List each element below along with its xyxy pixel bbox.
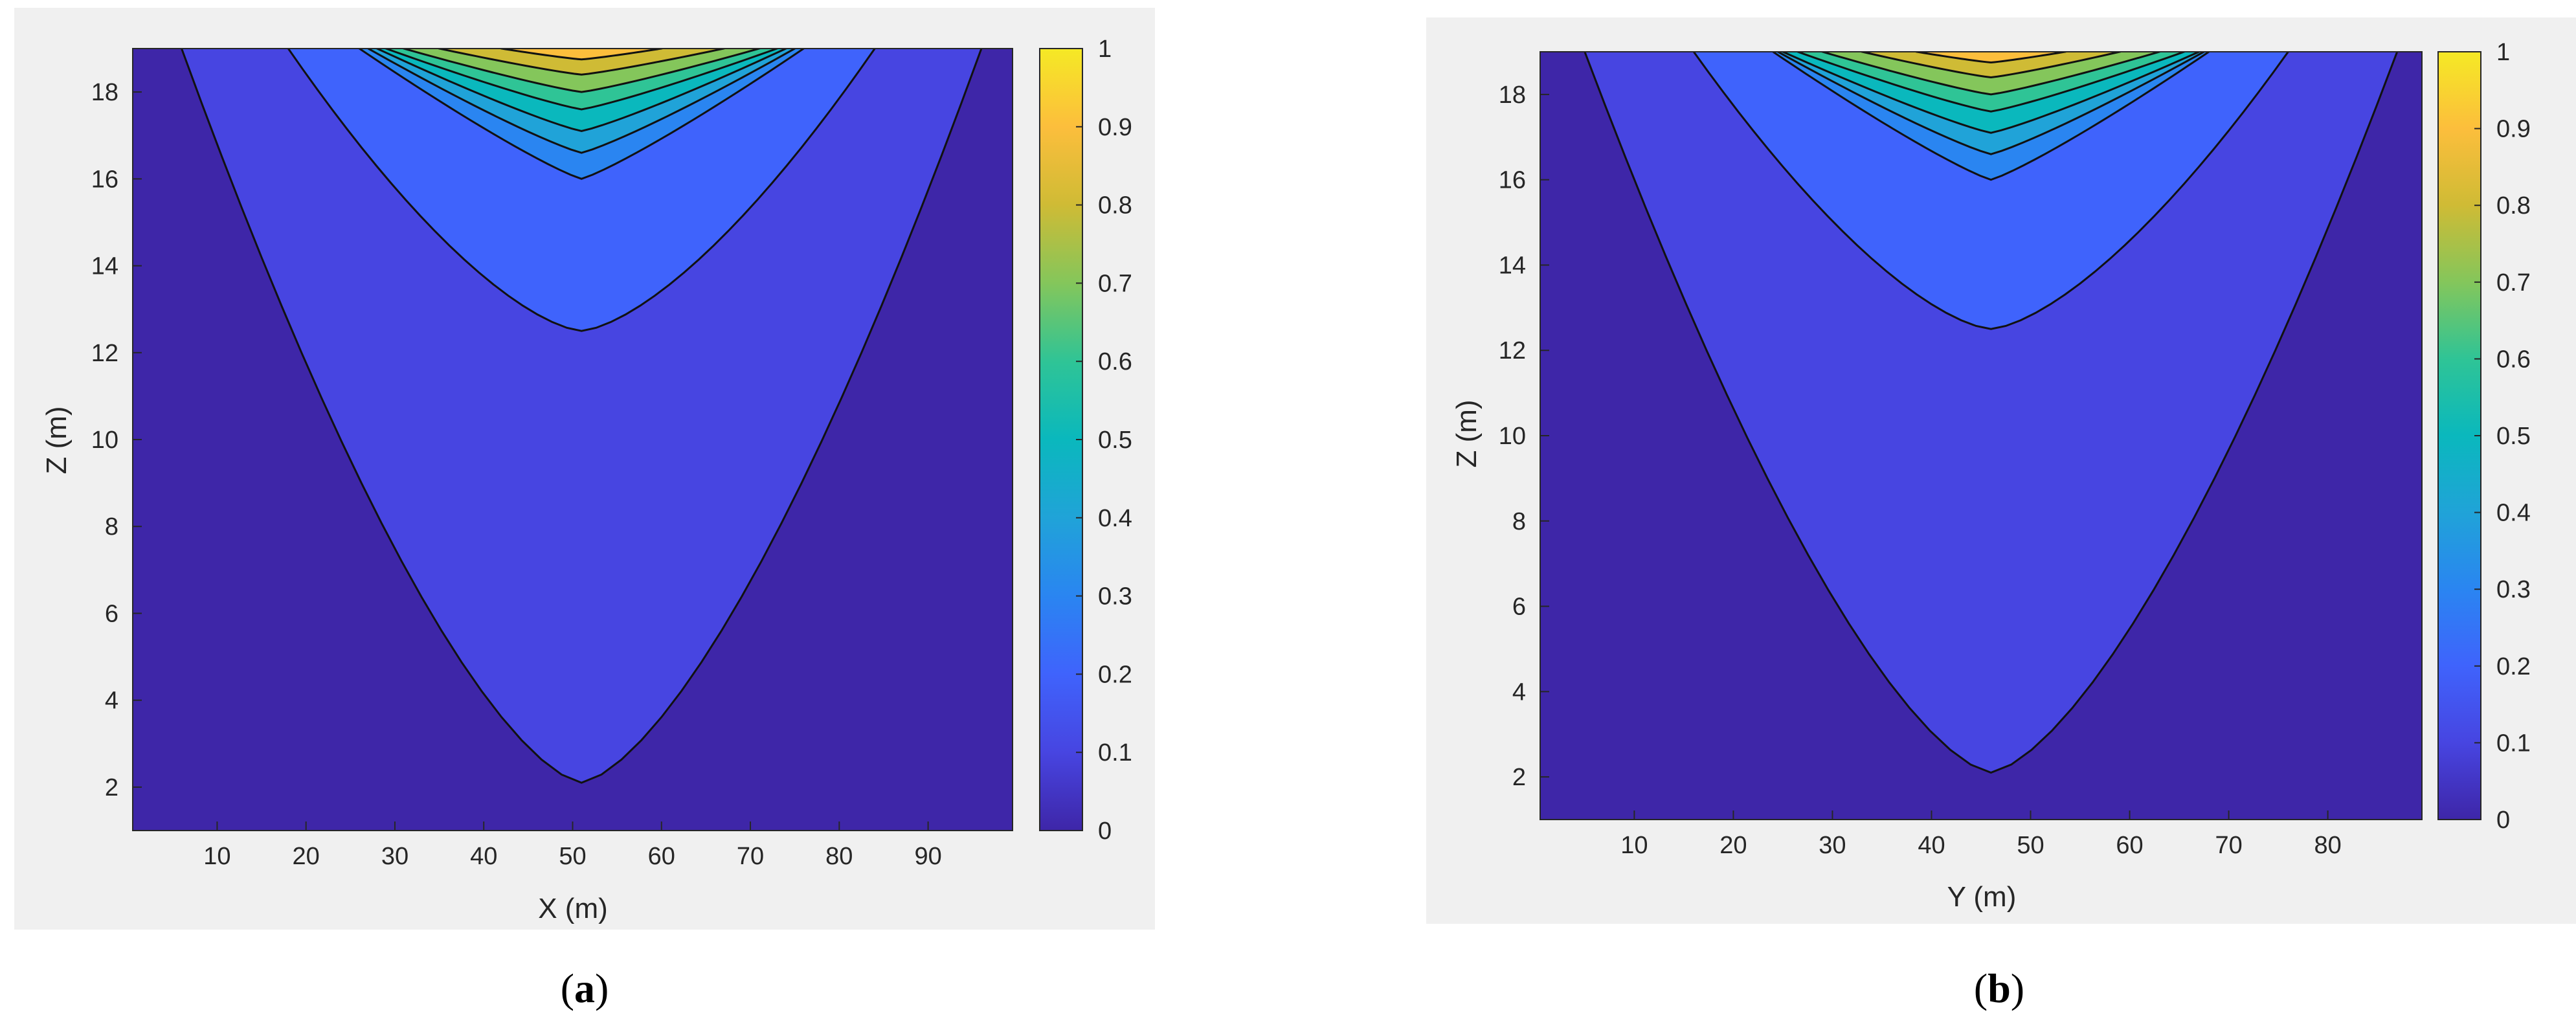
y-tick-label: 4 — [1512, 678, 1526, 706]
panel-b-y-axis-label: Z (m) — [1451, 399, 1483, 467]
y-tick-label: 8 — [105, 513, 118, 541]
x-tick-label: 20 — [293, 843, 320, 870]
y-tick-label: 12 — [91, 340, 118, 367]
x-tick-label: 60 — [2116, 832, 2143, 859]
y-tick-label: 14 — [91, 253, 118, 280]
x-tick-label: 80 — [2314, 832, 2341, 859]
y-tick-label: 2 — [105, 774, 118, 801]
colorbar-tick-label: 0.4 — [2496, 500, 2531, 527]
contour-line-0.9 — [500, 49, 663, 61]
colorbar-tick-label: 0.4 — [1098, 505, 1132, 532]
panel-a-y-ticks: 2 4 6 8 10 12 14 16 18 — [91, 79, 142, 801]
colorbar-tick-label: 0.9 — [2496, 116, 2531, 143]
y-tick-label: 16 — [1499, 167, 1526, 194]
colorbar-tick-label: 0.8 — [1098, 192, 1132, 219]
panel-a-caption: (a) — [561, 965, 609, 1011]
panel-a: 10 20 30 40 50 60 70 80 90 2 4 6 8 10 12 14 16 18 0 0.1 0.… — [14, 8, 1155, 1011]
contour-line-0.2 — [287, 49, 876, 332]
x-tick-label: 50 — [2017, 832, 2044, 859]
colorbar-tick-label: 0.2 — [2496, 653, 2531, 680]
panel-a-y-axis-label: Z (m) — [41, 406, 73, 474]
contour-line-0.2 — [1692, 52, 2289, 330]
colorbar-tick-label: 1 — [2496, 39, 2510, 66]
y-tick-label: 18 — [1499, 82, 1526, 109]
colorbar-tick-label: 0.9 — [1098, 114, 1132, 141]
panel-a-x-axis-label: X (m) — [538, 893, 608, 924]
contour-line-0.1 — [181, 49, 983, 784]
y-tick-label: 16 — [91, 166, 118, 193]
colorbar-tick-label: 0.7 — [1098, 270, 1132, 297]
x-tick-label: 40 — [470, 843, 497, 870]
colorbar-gradient — [2437, 51, 2481, 820]
colorbar-tick-label: 0.1 — [2496, 730, 2531, 757]
x-tick-label: 30 — [1819, 832, 1846, 859]
x-tick-label: 10 — [203, 843, 230, 870]
colorbar-tick-label: 0.5 — [1098, 427, 1132, 454]
y-tick-label: 4 — [105, 687, 118, 715]
panel-b-x-ticks: 10 20 30 40 50 60 70 80 — [1620, 810, 2342, 859]
contour-line-0.1 — [1584, 52, 2399, 774]
colorbar-tick-label: 0.3 — [1098, 583, 1132, 610]
panel-a-plot-area — [132, 48, 1013, 831]
panel-b-x-axis-label: Y (m) — [1947, 881, 2017, 913]
colorbar-tick-label: 0.8 — [2496, 192, 2531, 219]
y-tick-label: 14 — [1499, 252, 1526, 279]
colorbar-tick-label: 0 — [1098, 818, 1112, 845]
y-tick-label: 18 — [91, 79, 118, 106]
colorbar-tick-label: 0 — [2496, 807, 2510, 834]
x-tick-label: 80 — [825, 843, 853, 870]
x-tick-label: 50 — [559, 843, 586, 870]
panel-b-colorbar: 0 0.1 0.2 0.3 0.4 0.5 0.6 0.7 0.8 0.9 1 — [2437, 39, 2531, 834]
colorbar-tick-label: 0.1 — [1098, 739, 1132, 766]
colorbar-tick-label: 0.6 — [1098, 348, 1132, 375]
y-tick-label: 8 — [1512, 508, 1526, 535]
colorbar-tick-label: 1 — [1098, 36, 1112, 63]
contour-line-0.8 — [438, 49, 725, 76]
x-tick-label: 20 — [1719, 832, 1747, 859]
y-tick-label: 12 — [1499, 337, 1526, 364]
colorbar-tick-label: 0.7 — [2496, 269, 2531, 296]
panel-a-caption-letter: a — [574, 965, 595, 1011]
panel-a-x-ticks: 10 20 30 40 50 60 70 80 90 — [203, 821, 942, 870]
x-tick-label: 40 — [1918, 832, 1945, 859]
x-tick-label: 10 — [1620, 832, 1648, 859]
x-tick-label: 60 — [648, 843, 675, 870]
panel-a-colorbar: 0 0.1 0.2 0.3 0.4 0.5 0.6 0.7 0.8 0.9 1 — [1039, 36, 1132, 845]
panel-b-plot-area — [1540, 51, 2423, 820]
colorbar-tick-label: 0.3 — [2496, 576, 2531, 603]
panel-b-caption-letter: b — [1988, 965, 2011, 1011]
y-tick-label: 6 — [105, 600, 118, 627]
x-tick-label: 90 — [914, 843, 941, 870]
x-tick-label: 70 — [737, 843, 764, 870]
x-tick-label: 30 — [381, 843, 409, 870]
colorbar-tick-label: 0.2 — [1098, 661, 1132, 688]
y-tick-label: 10 — [91, 427, 118, 454]
y-tick-label: 2 — [1512, 764, 1526, 791]
colorbar-tick-label: 0.5 — [2496, 423, 2531, 450]
y-tick-label: 6 — [1512, 594, 1526, 621]
panel-b-y-ticks: 2 4 6 8 10 12 14 16 18 — [1499, 82, 1549, 791]
panel-b-caption: (b) — [1974, 965, 2024, 1011]
contour-line-0.9 — [1916, 52, 2066, 63]
contour-line-0.8 — [1861, 52, 2121, 79]
colorbar-tick-label: 0.6 — [2496, 346, 2531, 373]
y-tick-label: 10 — [1499, 423, 1526, 450]
x-tick-label: 70 — [2215, 832, 2242, 859]
